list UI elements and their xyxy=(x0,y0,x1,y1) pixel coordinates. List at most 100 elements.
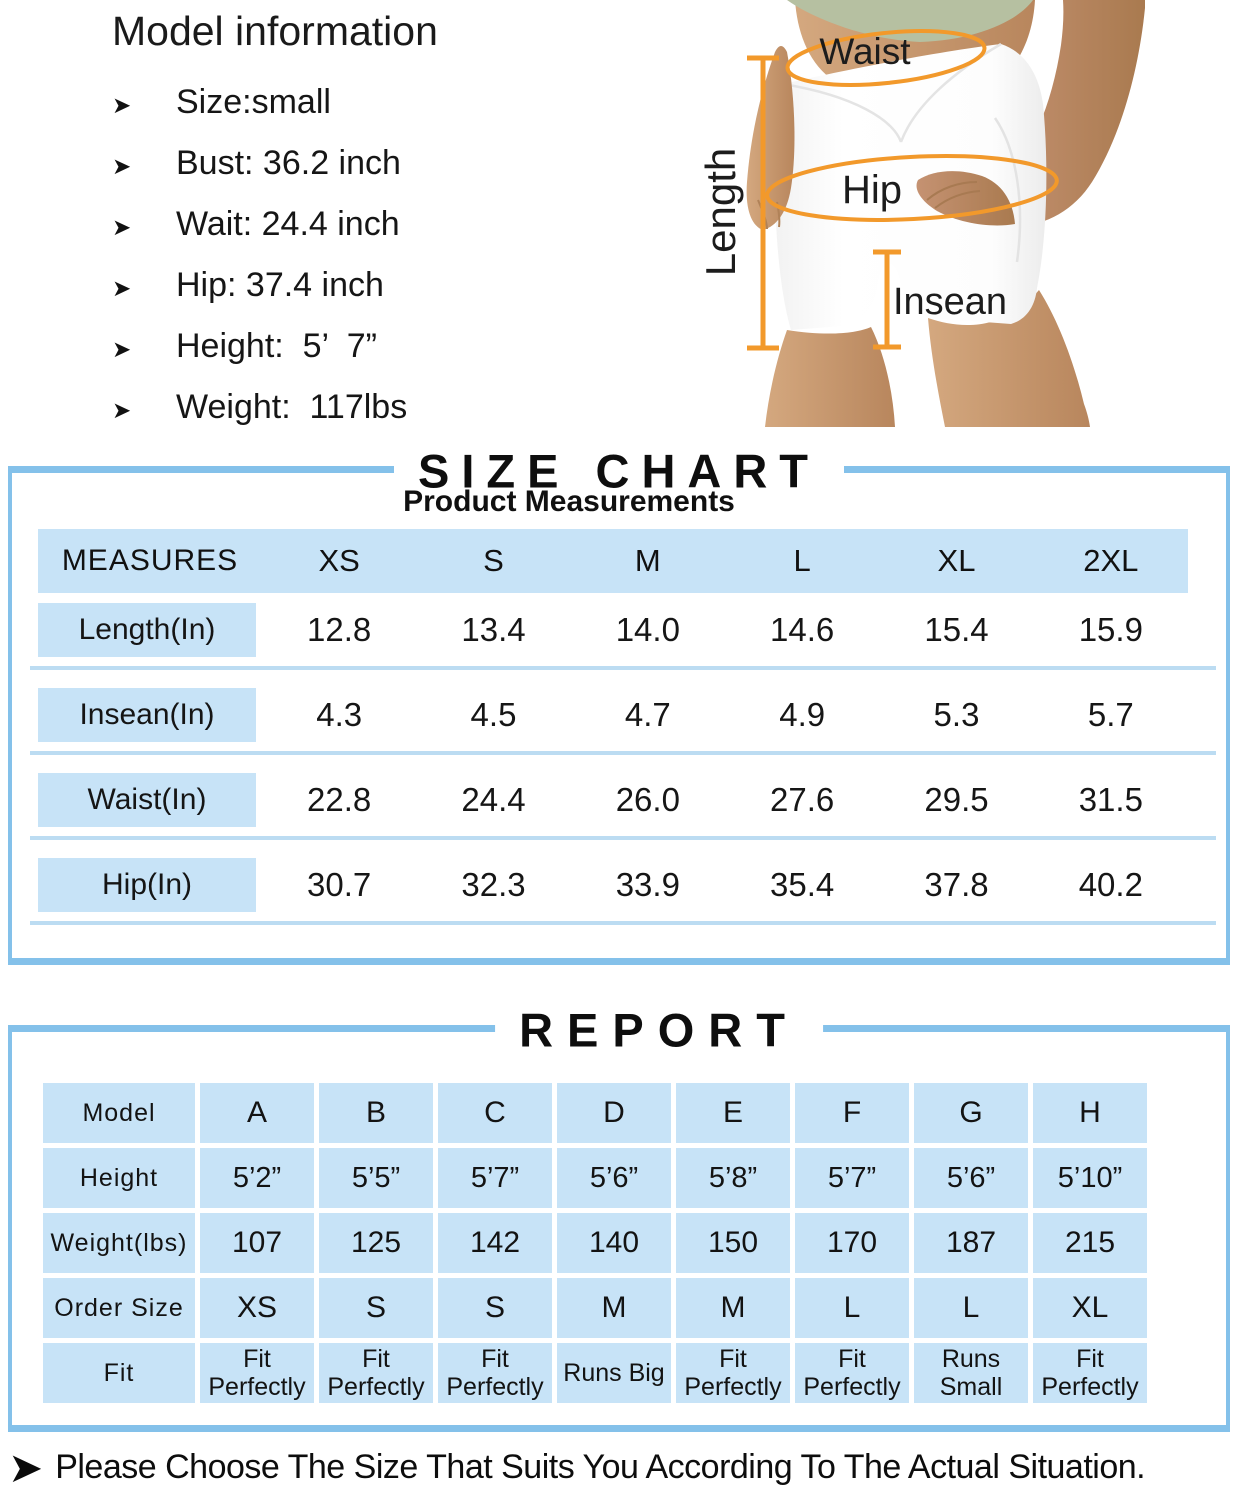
footer-note: ➤ Please Choose The Size That Suits You … xyxy=(8,1443,1239,1492)
model-right-leg xyxy=(928,290,1090,427)
size-column-header: L xyxy=(793,543,811,578)
report-row: Weight(lbs) 107 125 142 140 150 170 187 215 xyxy=(43,1213,1147,1273)
report-cell: XL xyxy=(1033,1278,1147,1338)
size-value: 12.8 xyxy=(307,611,372,648)
model-info-item: ➤ Weight: 117lbs xyxy=(112,388,438,427)
size-value: 15.9 xyxy=(1078,611,1143,648)
size-chart-row: Waist(In) 22.8 24.4 26.0 27.6 29.5 31.5 xyxy=(30,763,1218,848)
report-cell: 170 xyxy=(795,1213,909,1273)
report-cell: 5’10” xyxy=(1033,1148,1147,1208)
size-value: 30.7 xyxy=(307,866,372,903)
row-underline xyxy=(30,751,1216,755)
size-value: 4.5 xyxy=(470,696,517,733)
model-top-garment xyxy=(787,0,1033,42)
size-value: 27.6 xyxy=(770,781,835,818)
report-cell: 140 xyxy=(557,1213,671,1273)
report-cell: G xyxy=(914,1083,1028,1143)
size-column-header: S xyxy=(483,543,504,578)
model-info-text: Height: 5’ 7” xyxy=(176,327,377,365)
size-chart-row-grid: Hip(In) 30.7 32.3 33.9 35.4 37.8 40.2 xyxy=(38,858,1188,912)
arrow-bullet-icon: ➤ xyxy=(112,214,132,240)
size-column-header: XS xyxy=(318,543,360,578)
report-cell: Fit Perfectly xyxy=(200,1343,314,1403)
report-row: Height 5’2” 5’5” 5’7” 5’6” 5’8” 5’7” 5’6” 5’10” xyxy=(43,1148,1147,1208)
model-left-leg xyxy=(765,327,895,427)
size-value: 14.0 xyxy=(615,611,680,648)
size-value: 4.9 xyxy=(779,696,826,733)
report-cell: C xyxy=(438,1083,552,1143)
report-cell: 125 xyxy=(319,1213,433,1273)
report-cell: L xyxy=(795,1278,909,1338)
model-info-text: Hip: 37.4 inch xyxy=(176,266,384,304)
report-cell: M xyxy=(676,1278,790,1338)
size-row-label: Waist(In) xyxy=(38,773,256,827)
shorts-waist-seam xyxy=(782,42,1002,143)
report-row-label: Weight(lbs) xyxy=(43,1213,195,1273)
model-info-item: ➤ Height: 5’ 7” xyxy=(112,327,438,366)
model-info-item: ➤ Size:small xyxy=(112,83,438,122)
model-information-section: Model information ➤ Size:small ➤ Bust: 36.2… xyxy=(112,8,438,449)
size-value: 22.8 xyxy=(307,781,372,818)
size-chart-row: Length(In) 12.8 13.4 14.0 14.6 15.4 15.9 xyxy=(30,593,1218,678)
report-cell: S xyxy=(438,1278,552,1338)
report-cell: XS xyxy=(200,1278,314,1338)
size-chart-rows: Length(In) 12.8 13.4 14.0 14.6 15.4 15.9 Insean… xyxy=(30,593,1218,933)
report-cell: 187 xyxy=(914,1213,1028,1273)
size-chart-panel: SIZE CHART Product Measurements MEASURES… xyxy=(8,443,1230,965)
arrow-bullet-icon: ➤ xyxy=(112,397,132,423)
arrow-bullet-icon: ➤ xyxy=(112,275,132,301)
size-column-header: M xyxy=(634,543,661,578)
model-info-text: Size:small xyxy=(176,83,331,121)
report-cell: D xyxy=(557,1083,671,1143)
report-cell: 5’8” xyxy=(676,1148,790,1208)
report-cell: Fit Perfectly xyxy=(676,1343,790,1403)
report-row: Model A B C D E F G H xyxy=(43,1083,1147,1143)
shorts-pocket-seam xyxy=(993,117,1022,263)
length-measure-line xyxy=(747,55,779,351)
model-shorts xyxy=(775,44,1047,330)
size-chart-subtitle: Product Measurements xyxy=(403,485,735,518)
report-row-label: Height xyxy=(43,1148,195,1208)
size-value: 4.7 xyxy=(624,696,671,733)
report-title: REPORT xyxy=(495,1002,823,1058)
report-cell: 215 xyxy=(1033,1213,1147,1273)
model-photo: Waist Hip Insean Length xyxy=(695,0,1145,428)
measures-header: MEASURES xyxy=(61,544,239,577)
report-cell: L xyxy=(914,1278,1028,1338)
waist-measure-ellipse xyxy=(785,29,987,87)
size-value: 31.5 xyxy=(1078,781,1143,818)
report-cell: 107 xyxy=(200,1213,314,1273)
model-info-item: ➤ Wait: 24.4 inch xyxy=(112,205,438,244)
size-column-header: XL xyxy=(937,543,976,578)
report-cell: 5’2” xyxy=(200,1148,314,1208)
report-row-label: Fit xyxy=(43,1343,195,1403)
size-value: 5.3 xyxy=(933,696,980,733)
size-value: 35.4 xyxy=(770,866,835,903)
size-value: 37.8 xyxy=(924,866,989,903)
size-column-header: 2XL xyxy=(1083,543,1139,578)
report-cell: 142 xyxy=(438,1213,552,1273)
size-value: 4.3 xyxy=(316,696,363,733)
model-info-text: Wait: 24.4 inch xyxy=(176,205,400,243)
report-cell: 5’6” xyxy=(914,1148,1028,1208)
report-cell: Fit Perfectly xyxy=(319,1343,433,1403)
report-cell: Fit Perfectly xyxy=(1033,1343,1147,1403)
report-cell: M xyxy=(557,1278,671,1338)
size-value: 15.4 xyxy=(924,611,989,648)
model-info-text: Weight: 117lbs xyxy=(176,388,408,426)
report-row-label: Order Size xyxy=(43,1278,195,1338)
report-cell: H xyxy=(1033,1083,1147,1143)
report-cell: B xyxy=(319,1083,433,1143)
model-info-item: ➤ Hip: 37.4 inch xyxy=(112,266,438,305)
report-cell: Fit Perfectly xyxy=(795,1343,909,1403)
length-label: Length xyxy=(697,148,744,276)
right-hand-finger-lines xyxy=(926,181,981,209)
report-panel: REPORT Model A B C D E F G H Height 5’2” 5’5” 5’7” 5’… xyxy=(8,1002,1230,1432)
model-left-arm xyxy=(746,46,795,230)
model-information-title: Model information xyxy=(112,8,438,54)
report-cell: A xyxy=(200,1083,314,1143)
arrow-bullet-icon: ➤ xyxy=(112,92,132,118)
report-cell: F xyxy=(795,1083,909,1143)
waist-label: Waist xyxy=(819,31,911,72)
